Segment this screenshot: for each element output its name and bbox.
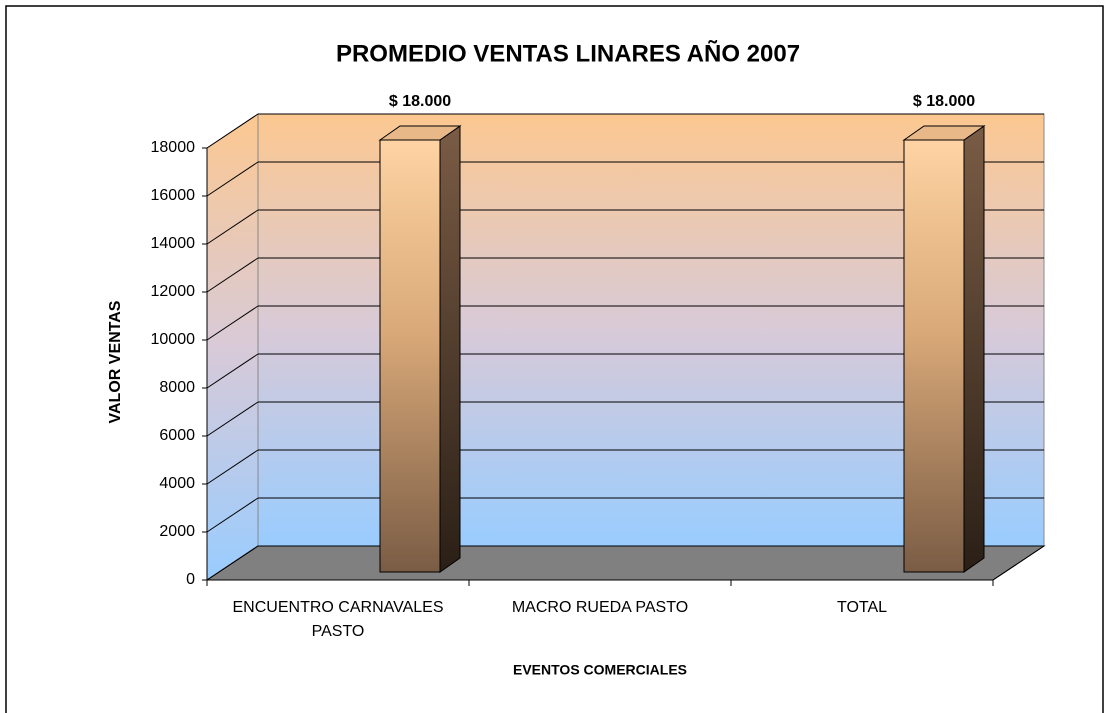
grid-line-side xyxy=(206,305,259,341)
grid-line-side xyxy=(206,545,259,581)
grid-line-side xyxy=(206,161,259,197)
y-tick-label: 12000 xyxy=(151,283,196,300)
y-tick-label: 18000 xyxy=(151,139,196,156)
y-tick-label: 2000 xyxy=(159,523,195,540)
grid-line-side xyxy=(206,113,259,149)
y-tick-label: 8000 xyxy=(159,379,195,396)
y-tick-label: 10000 xyxy=(151,331,196,348)
x-axis-depth xyxy=(992,545,1045,581)
grid-line-side xyxy=(206,449,259,485)
bar-top xyxy=(902,125,986,141)
y-tick-label: 0 xyxy=(186,571,195,588)
bar-side xyxy=(963,125,985,573)
x-tick-label: TOTAL xyxy=(836,599,888,616)
bar-top xyxy=(378,125,462,141)
bar-front xyxy=(903,139,965,573)
x-tick-label: ENCUENTRO CARNAVALES PASTO xyxy=(232,599,444,640)
y-tick-label: 16000 xyxy=(151,187,196,204)
chart-title: PROMEDIO VENTAS LINARES AÑO 2007 xyxy=(336,39,800,67)
grid-line-side xyxy=(206,401,259,437)
bar-side xyxy=(439,125,461,573)
grid-line-side xyxy=(206,257,259,293)
x-axis-title: EVENTOS COMERCIALES xyxy=(513,662,687,678)
value-label: $ 18.000 xyxy=(389,93,451,110)
grid-line-side xyxy=(206,497,259,533)
y-tick-label: 14000 xyxy=(151,235,196,252)
y-tick-label: 6000 xyxy=(159,427,195,444)
x-tick-label: MACRO RUEDA PASTO xyxy=(511,599,689,616)
grid-line-side xyxy=(206,209,259,245)
grid-line-side xyxy=(206,353,259,389)
bar-front xyxy=(379,139,441,573)
y-tick-label: 4000 xyxy=(159,475,195,492)
side-wall xyxy=(206,113,259,581)
value-label: $ 18.000 xyxy=(913,93,975,110)
y-axis-title: VALOR VENTAS xyxy=(107,300,124,423)
